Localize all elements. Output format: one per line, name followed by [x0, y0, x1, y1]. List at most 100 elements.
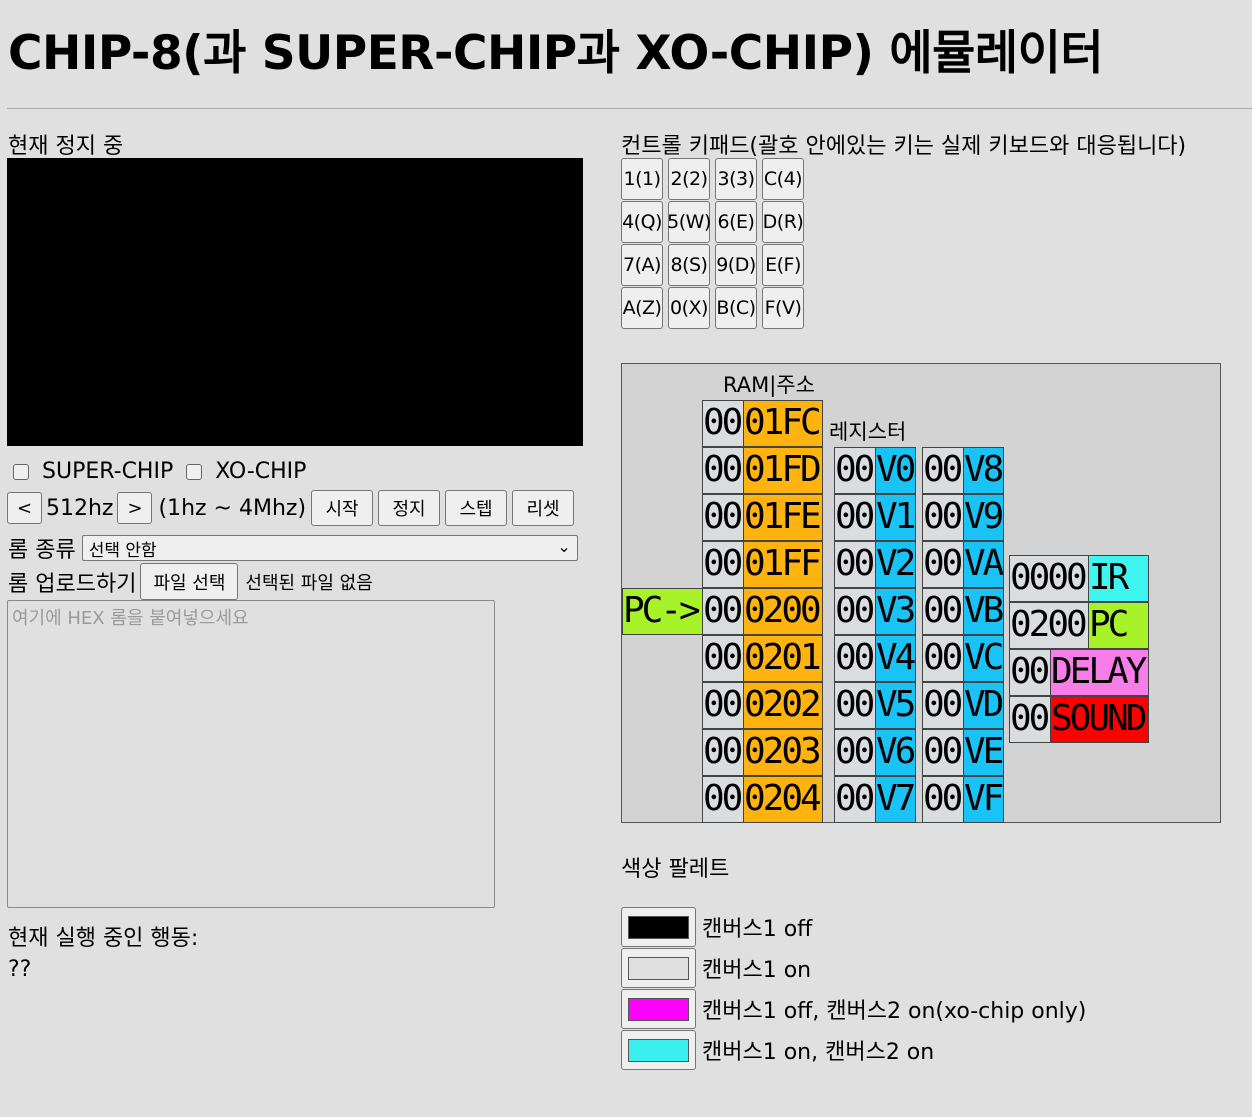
running-label: 현재 실행 중인 행동:	[8, 926, 199, 951]
color-swatch	[628, 915, 689, 939]
rom-upload-row: 롬 업로드하기 파일 선택 선택된 파일 없음	[8, 563, 373, 600]
register-name: VA	[963, 541, 1004, 588]
register-name: V9	[963, 494, 1004, 541]
register-value: 00	[834, 541, 876, 588]
ram-address: 0203	[743, 729, 823, 776]
step-button[interactable]: 스텝	[445, 490, 508, 526]
keypad-key[interactable]: C(4)	[762, 158, 804, 200]
keypad-key[interactable]: 5(W)	[667, 201, 711, 243]
register-name: V1	[875, 494, 916, 541]
color-picker-button[interactable]	[621, 907, 696, 947]
register-value: 00	[922, 729, 964, 776]
palette-entry: 캔버스1 on	[621, 948, 811, 988]
keypad-key[interactable]: F(V)	[762, 287, 804, 329]
keypad-key[interactable]: 6(E)	[715, 201, 757, 243]
debug-panel: RAM|주소 레지스터 00 01FC 00 01FD 00 01FE 00 01FF 00 02…	[621, 363, 1221, 823]
ram-value: 00	[702, 729, 744, 776]
register-value: 00	[922, 494, 964, 541]
file-select-button[interactable]: 파일 선택	[140, 563, 239, 600]
keypad-key[interactable]: 4(Q)	[621, 201, 663, 243]
keypad-key[interactable]: 8(S)	[668, 244, 710, 286]
special-register-value: 0200	[1009, 602, 1089, 649]
register-name: V3	[875, 588, 916, 635]
palette-label: 캔버스1 on	[702, 958, 812, 983]
register-name: V7	[875, 776, 916, 823]
xochip-label: XO-CHIP	[215, 459, 307, 484]
xochip-checkbox[interactable]	[186, 463, 203, 480]
special-register-name: IR	[1088, 555, 1149, 602]
keypad-key[interactable]: 3(3)	[715, 158, 757, 200]
speed-decrease-button[interactable]: <	[7, 492, 42, 524]
keypad-key[interactable]: D(R)	[762, 201, 804, 243]
register-value: 00	[834, 635, 876, 682]
palette-entry: 캔버스1 on, 캔버스2 on	[621, 1030, 934, 1070]
divider	[7, 108, 1252, 109]
special-register-name: PC	[1088, 602, 1149, 649]
register-name: VB	[963, 588, 1004, 635]
control-keypad: 1(1) 2(2) 3(3) C(4) 4(Q) 5(W) 6(E) D(R) 7(A) 8(S)…	[621, 158, 804, 329]
register-name: V2	[875, 541, 916, 588]
rom-type-selected: 선택 안함	[88, 540, 157, 561]
stop-button[interactable]: 정지	[378, 490, 441, 526]
ram-address: 0200	[743, 588, 823, 635]
hex-rom-placeholder: 여기에 HEX 롬을 붙여넣으세요	[12, 608, 249, 629]
palette-label: 캔버스1 off	[702, 917, 813, 942]
register-value: 00	[834, 729, 876, 776]
special-register-name: SOUND	[1050, 696, 1149, 743]
color-swatch	[628, 1038, 689, 1062]
rom-type-label: 롬 종류	[8, 538, 76, 563]
palette-label: 캔버스1 on, 캔버스2 on	[702, 1040, 935, 1065]
register-value: 00	[922, 541, 964, 588]
speed-range: (1hz ~ 4Mhz)	[158, 495, 307, 521]
register-name: V8	[963, 447, 1004, 494]
keypad-key[interactable]: A(Z)	[621, 287, 663, 329]
keypad-title: 컨트롤 키패드(괄호 안에있는 키는 실제 키보드와 대응됩니다)	[621, 134, 1187, 159]
color-picker-button[interactable]	[621, 989, 696, 1029]
ram-value: 00	[702, 776, 744, 823]
reset-button[interactable]: 리셋	[512, 490, 575, 526]
register-value: 00	[922, 635, 964, 682]
keypad-key[interactable]: E(F)	[762, 244, 804, 286]
register-value: 00	[834, 447, 876, 494]
color-swatch	[628, 956, 689, 980]
keypad-key[interactable]: 1(1)	[621, 158, 663, 200]
ram-value: 00	[702, 494, 744, 541]
register-value: 00	[834, 682, 876, 729]
keypad-key[interactable]: 9(D)	[715, 244, 757, 286]
rom-type-row: 롬 종류 선택 안함 ⌄	[8, 532, 578, 564]
ram-value: 00	[702, 588, 744, 635]
ram-value: 00	[702, 682, 744, 729]
special-register-value: 0000	[1009, 555, 1089, 602]
keypad-key[interactable]: 7(A)	[621, 244, 663, 286]
ram-value: 00	[702, 541, 744, 588]
file-status: 선택된 파일 없음	[245, 572, 373, 594]
color-picker-button[interactable]	[621, 1030, 696, 1070]
register-name: V6	[875, 729, 916, 776]
speed-increase-button[interactable]: >	[117, 492, 153, 524]
ram-value: 00	[702, 635, 744, 682]
rom-type-select[interactable]: 선택 안함 ⌄	[81, 535, 578, 561]
special-register-value: 00	[1009, 649, 1051, 696]
rom-upload-label: 롬 업로드하기	[8, 571, 137, 597]
keypad-key[interactable]: B(C)	[715, 287, 757, 329]
ram-address: 0201	[743, 635, 823, 682]
pc-pointer: PC->	[622, 588, 703, 635]
start-button[interactable]: 시작	[311, 490, 374, 526]
hex-rom-textarea[interactable]: 여기에 HEX 롬을 붙여넣으세요	[7, 600, 495, 908]
ram-address: 0202	[743, 682, 823, 729]
color-picker-button[interactable]	[621, 948, 696, 988]
ram-address: 01FD	[743, 447, 823, 494]
color-swatch	[628, 997, 689, 1021]
register-name: V5	[875, 682, 916, 729]
keypad-key[interactable]: 2(2)	[668, 158, 710, 200]
keypad-key[interactable]: 0(X)	[668, 287, 710, 329]
special-register-value: 00	[1009, 696, 1051, 743]
speed-value: 512hz	[46, 495, 114, 521]
register-name: VF	[963, 776, 1004, 823]
ram-value: 00	[702, 400, 744, 447]
register-value: 00	[834, 588, 876, 635]
superchip-checkbox[interactable]	[13, 463, 29, 480]
ram-address: 0204	[743, 776, 823, 823]
register-value: 00	[834, 494, 876, 541]
register-name: V4	[875, 635, 916, 682]
